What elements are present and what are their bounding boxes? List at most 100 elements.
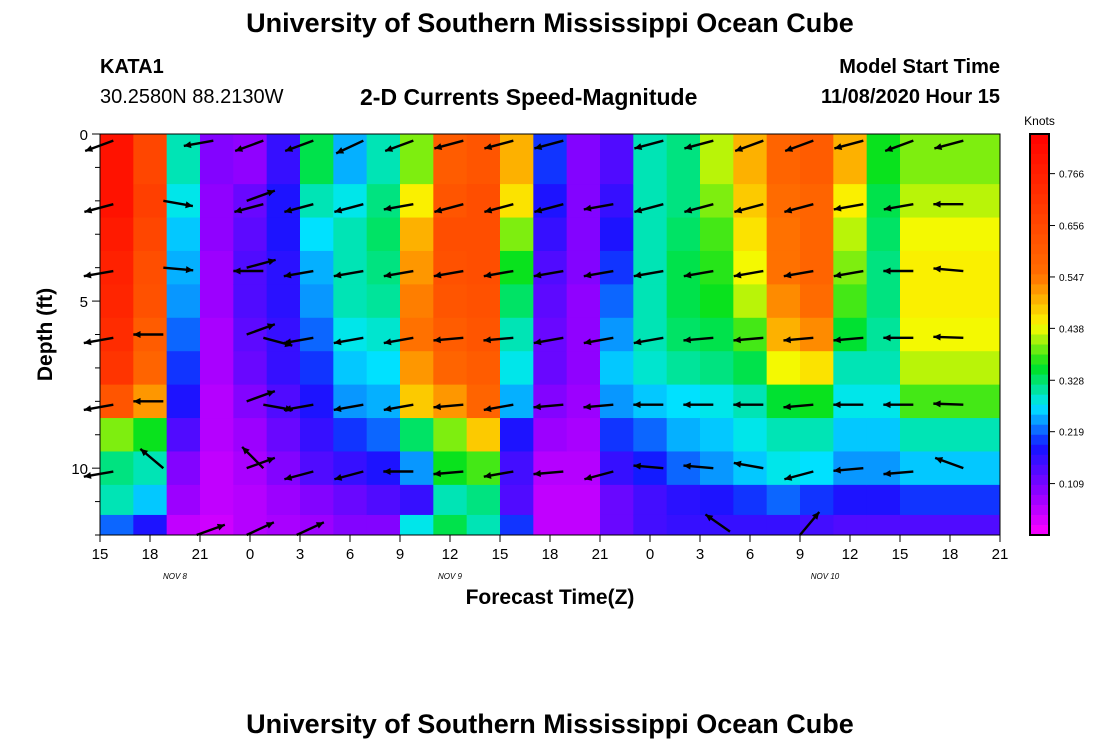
current-vector <box>733 336 764 344</box>
heatmap-cell <box>200 484 234 516</box>
current-vector <box>683 401 714 409</box>
heatmap-cells <box>100 134 1001 536</box>
heatmap-cell <box>666 184 701 219</box>
colorbar-swatch <box>1030 234 1049 245</box>
current-vector <box>633 462 664 470</box>
current-vector <box>283 336 314 346</box>
current-vector <box>246 389 276 403</box>
heatmap-cell <box>500 317 534 352</box>
heatmap-cell <box>800 451 834 486</box>
heatmap-cell <box>466 484 501 516</box>
heatmap-cell <box>833 284 868 319</box>
current-vector <box>483 269 514 279</box>
heatmap-cell <box>700 250 734 285</box>
current-vector <box>84 139 114 153</box>
colorbar-swatch <box>1030 484 1049 496</box>
heatmap-cell <box>433 250 468 285</box>
x-tick-label: 0 <box>646 546 654 563</box>
current-vector <box>783 403 814 411</box>
heatmap-cell <box>233 284 268 319</box>
current-vector <box>83 403 114 413</box>
current-vector <box>934 456 964 470</box>
heatmap-cell <box>500 451 534 486</box>
heatmap-cell <box>500 484 534 516</box>
heatmap-cell <box>500 351 534 386</box>
heatmap-cell <box>600 418 634 452</box>
current-vector <box>483 403 514 413</box>
colorbar-swatch <box>1030 514 1049 526</box>
heatmap-cell <box>866 451 901 486</box>
current-vector <box>333 269 364 279</box>
heatmap-cell <box>133 134 168 185</box>
heatmap-cell <box>600 514 634 536</box>
heatmap-cell <box>700 351 734 386</box>
current-vector <box>383 403 414 413</box>
current-vector <box>734 139 764 153</box>
heatmap-cell <box>266 134 301 185</box>
heatmap-cell <box>166 384 201 419</box>
colorbar-swatch <box>1030 344 1049 356</box>
current-vector <box>883 470 914 477</box>
heatmap-cell <box>166 217 201 252</box>
current-vector <box>83 336 114 346</box>
x-date-label: NOV 9 <box>438 572 463 581</box>
heatmap-cell <box>466 384 501 419</box>
current-vector <box>534 203 564 214</box>
heatmap-cell <box>300 284 334 319</box>
x-tick-label: 21 <box>192 546 209 563</box>
heatmap-cell <box>300 418 334 452</box>
footer-title: University of Southern Mississippi Ocean… <box>246 709 854 739</box>
heatmap-cell <box>100 384 134 419</box>
current-vector <box>233 267 264 275</box>
heatmap-cell <box>366 351 401 386</box>
heatmap-cell <box>666 484 701 516</box>
current-vector <box>933 265 964 273</box>
y-axis-label: Depth (ft) <box>34 288 57 381</box>
heatmap-cell <box>233 184 268 219</box>
heatmap-cell <box>433 284 468 319</box>
heatmap-cell <box>133 484 168 516</box>
heatmap-cell <box>533 451 568 486</box>
heatmap-cell <box>500 184 534 219</box>
current-vector <box>484 203 514 214</box>
heatmap-cell <box>633 134 668 185</box>
current-vector <box>434 203 464 214</box>
heatmap-cell <box>166 451 201 486</box>
colorbar-label: 0.109 <box>1059 480 1084 491</box>
current-vector <box>246 189 276 202</box>
heatmap-cell <box>733 384 768 419</box>
heatmap-cell <box>433 134 468 185</box>
heatmap-cell <box>566 184 601 219</box>
heatmap-cell <box>666 451 701 486</box>
heatmap-cell <box>833 184 868 219</box>
heatmap-cell <box>800 250 834 285</box>
current-vector <box>633 401 664 409</box>
chart-title: University of Southern Mississippi Ocean… <box>246 8 854 38</box>
x-tick-label: 6 <box>346 546 354 563</box>
heatmap-cell <box>900 418 1001 452</box>
colorbar-title: Knots <box>1024 114 1055 128</box>
heatmap-cell <box>100 351 134 386</box>
current-vector <box>884 139 914 153</box>
colorbar-swatch <box>1030 244 1049 255</box>
x-tick-label: 18 <box>542 546 559 563</box>
heatmap-cell <box>766 451 801 486</box>
heatmap-cell <box>133 418 168 452</box>
colorbar-swatch <box>1030 504 1049 516</box>
heatmap-cell <box>766 184 801 219</box>
current-vector <box>334 203 364 214</box>
heatmap-cell <box>766 384 801 419</box>
heatmap-cell <box>166 284 201 319</box>
heatmap-cell <box>566 418 601 452</box>
heatmap-cell <box>766 514 801 536</box>
current-vectors <box>83 139 964 537</box>
current-vector <box>683 269 714 279</box>
heatmap-cell <box>100 250 134 285</box>
heatmap-cell <box>200 184 234 219</box>
heatmap-cell <box>600 384 634 419</box>
heatmap-cell <box>233 418 268 452</box>
current-vector <box>433 269 464 279</box>
heatmap-cell <box>633 418 668 452</box>
heatmap-cell <box>866 384 901 419</box>
heatmap-cell <box>433 418 468 452</box>
